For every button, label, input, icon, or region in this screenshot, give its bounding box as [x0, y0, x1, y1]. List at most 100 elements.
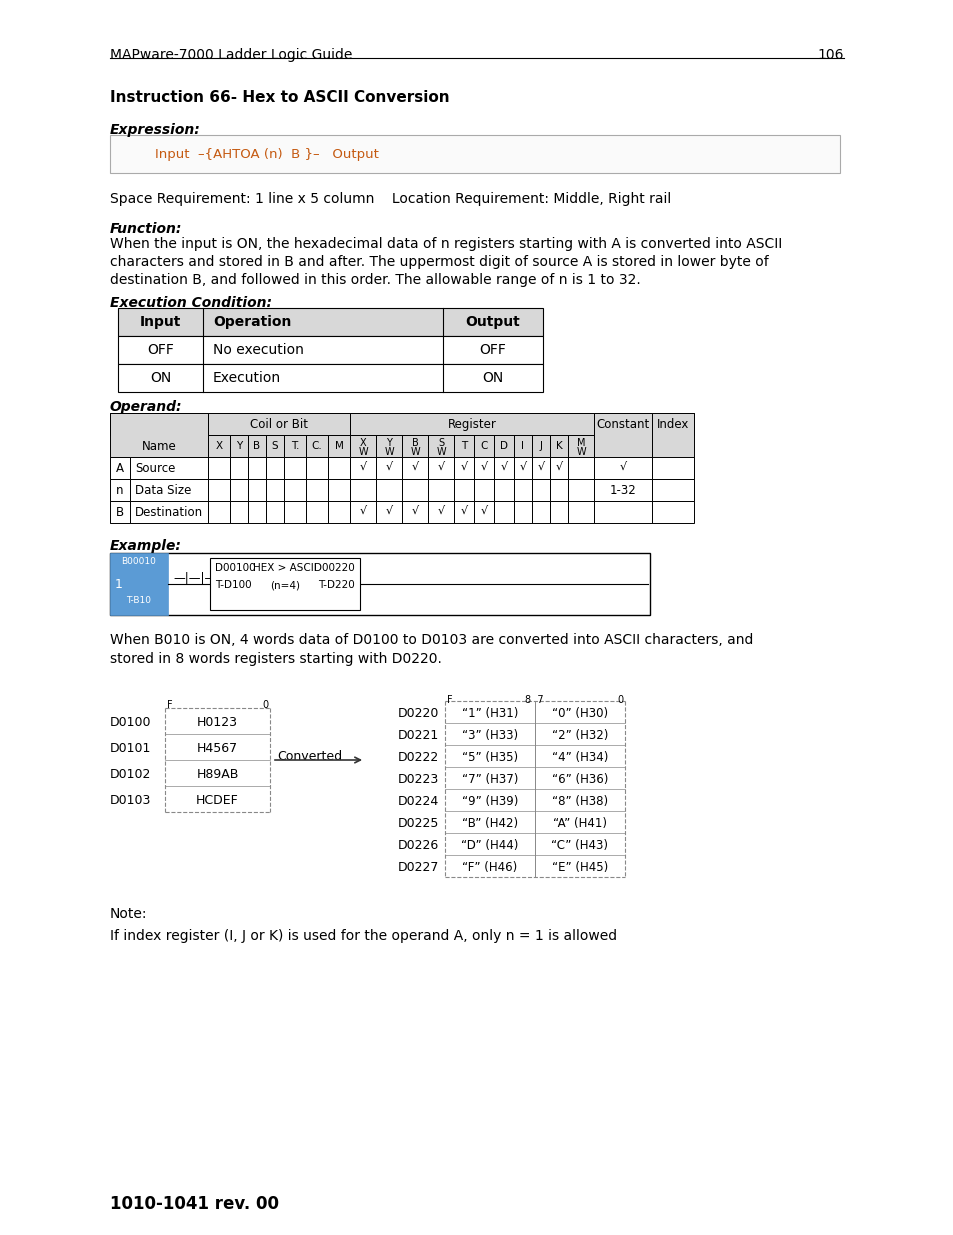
Text: destination B, and followed in this order. The allowable range of n is 1 to 32.: destination B, and followed in this orde… — [110, 273, 640, 287]
Bar — [230, 501, 248, 522]
Text: W: W — [410, 447, 419, 457]
Text: √: √ — [537, 462, 544, 472]
Bar — [651, 412, 693, 501]
Text: D0224: D0224 — [397, 795, 438, 808]
Bar — [532, 435, 550, 457]
Text: A: A — [116, 462, 124, 475]
Bar — [350, 501, 375, 522]
Text: OFF: OFF — [479, 343, 506, 357]
Text: “2” (H32): “2” (H32) — [551, 729, 608, 742]
Bar — [454, 457, 474, 479]
Text: Instruction 66- Hex to ASCII Conversion: Instruction 66- Hex to ASCII Conversion — [110, 90, 449, 105]
Text: D0102: D0102 — [110, 768, 152, 781]
Bar — [118, 336, 542, 364]
Bar — [208, 501, 230, 522]
Bar — [118, 364, 542, 391]
Bar — [306, 501, 328, 522]
Text: D0226: D0226 — [397, 839, 438, 852]
Text: 8  7: 8 7 — [524, 695, 543, 705]
Text: Coil or Bit: Coil or Bit — [250, 417, 308, 431]
Text: D0101: D0101 — [110, 742, 152, 755]
Text: MAPware-7000 Ladder Logic Guide: MAPware-7000 Ladder Logic Guide — [110, 48, 352, 62]
Bar — [474, 457, 494, 479]
Text: √: √ — [618, 462, 626, 472]
Bar — [208, 457, 230, 479]
Text: Function:: Function: — [110, 222, 182, 236]
Bar — [110, 479, 130, 501]
Bar — [118, 308, 542, 336]
Bar — [428, 501, 454, 522]
Text: Input  –{AHTOA (n)  B }–   Output: Input –{AHTOA (n) B }– Output — [154, 148, 378, 161]
Bar — [401, 435, 428, 457]
Text: D00220: D00220 — [314, 563, 355, 573]
Text: √: √ — [411, 462, 418, 472]
Text: Converted: Converted — [277, 750, 342, 763]
Bar — [266, 479, 284, 501]
Text: B: B — [411, 438, 418, 448]
Text: Source: Source — [135, 462, 175, 475]
Text: (n=4): (n=4) — [270, 580, 299, 590]
Bar — [248, 435, 266, 457]
Text: C: C — [479, 441, 487, 451]
Bar — [567, 435, 594, 457]
Bar — [428, 435, 454, 457]
Bar — [284, 501, 306, 522]
Bar — [474, 479, 494, 501]
Text: Execution: Execution — [213, 370, 281, 385]
Text: √: √ — [411, 506, 418, 516]
Bar — [248, 479, 266, 501]
Text: 106: 106 — [817, 48, 843, 62]
Text: Input: Input — [140, 315, 181, 329]
Text: H0123: H0123 — [196, 716, 237, 729]
Text: D0225: D0225 — [397, 818, 439, 830]
Text: X: X — [359, 438, 366, 448]
Text: √: √ — [480, 506, 487, 516]
Text: stored in 8 words registers starting with D0220.: stored in 8 words registers starting wit… — [110, 652, 441, 666]
Bar — [474, 501, 494, 522]
Text: HCDEF: HCDEF — [196, 794, 238, 806]
Text: D0103: D0103 — [110, 794, 152, 806]
Bar — [550, 457, 567, 479]
Bar — [428, 457, 454, 479]
Bar — [494, 457, 514, 479]
Text: M: M — [577, 438, 584, 448]
Text: D0220: D0220 — [397, 706, 439, 720]
Text: F: F — [167, 700, 172, 710]
Text: “F” (H46): “F” (H46) — [462, 861, 517, 874]
Bar — [110, 457, 130, 479]
Bar — [284, 435, 306, 457]
Bar — [375, 479, 401, 501]
Bar — [328, 501, 350, 522]
Bar — [532, 501, 550, 522]
Text: D0222: D0222 — [397, 751, 438, 764]
Bar — [401, 501, 428, 522]
Bar — [532, 457, 550, 479]
Text: √: √ — [518, 462, 526, 472]
Bar — [110, 412, 693, 435]
Text: Note:: Note: — [110, 906, 148, 921]
Bar — [208, 412, 350, 435]
Bar — [110, 553, 649, 615]
Text: √: √ — [437, 462, 444, 472]
Bar — [375, 435, 401, 457]
Text: B00010: B00010 — [121, 557, 156, 566]
Text: B: B — [253, 441, 260, 451]
Text: I: I — [521, 441, 524, 451]
Text: C.: C. — [312, 441, 322, 451]
Text: Output: Output — [465, 315, 519, 329]
Text: Constant: Constant — [596, 417, 649, 431]
Text: “5” (H35): “5” (H35) — [461, 751, 517, 764]
Text: Execution Condition:: Execution Condition: — [110, 296, 272, 310]
Bar — [350, 457, 375, 479]
Text: n: n — [116, 484, 124, 496]
Bar — [375, 457, 401, 479]
Text: √: √ — [437, 506, 444, 516]
Bar — [130, 479, 208, 501]
Text: “9” (H39): “9” (H39) — [461, 795, 517, 808]
Bar — [110, 412, 208, 457]
Bar — [550, 501, 567, 522]
Bar — [594, 457, 651, 479]
Text: √: √ — [359, 506, 366, 516]
Text: T-D100: T-D100 — [214, 580, 252, 590]
Text: S: S — [272, 441, 278, 451]
